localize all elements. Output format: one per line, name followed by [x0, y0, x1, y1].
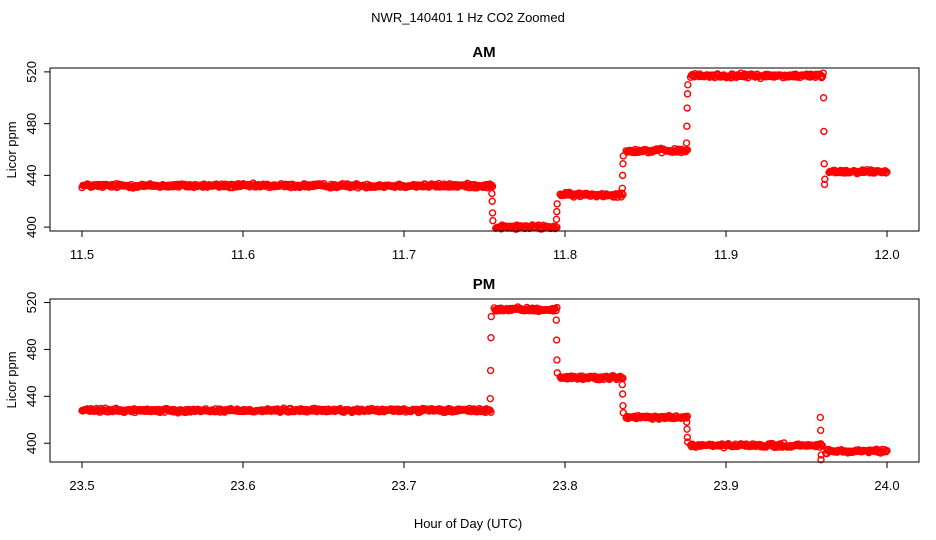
- data-point: [618, 171, 627, 180]
- data-point: [816, 426, 825, 435]
- x-tick-label: 23.9: [713, 478, 738, 493]
- y-tick-label: 440: [24, 385, 39, 407]
- am-panel-title: AM: [472, 44, 495, 61]
- data-point: [489, 216, 497, 225]
- data-point: [883, 168, 891, 176]
- data-point: [820, 127, 828, 136]
- x-tick-label: 11.7: [392, 247, 416, 262]
- data-point: [487, 334, 495, 342]
- figure-xlabel: Hour of Day (UTC): [414, 516, 522, 531]
- data-point: [818, 72, 827, 81]
- x-tick-label: 24.0: [874, 478, 899, 493]
- data-point: [552, 306, 560, 315]
- x-tick-label: 11.5: [70, 247, 94, 262]
- data-point: [553, 356, 561, 364]
- am-y-axis-label: Licor ppm: [4, 121, 19, 178]
- data-point: [618, 380, 627, 389]
- data-point: [553, 207, 561, 216]
- data-point: [619, 160, 627, 168]
- data-point: [681, 147, 690, 156]
- x-tick-label: 23.8: [552, 478, 577, 493]
- y-tick-label: 520: [24, 292, 39, 314]
- data-point: [552, 336, 561, 344]
- pm-y-axis: 400 440 480 520: [24, 292, 51, 454]
- data-point: [488, 189, 496, 198]
- data-point: [820, 160, 828, 168]
- data-point: [619, 152, 627, 160]
- pm-panel-title: PM: [473, 276, 496, 293]
- data-point: [552, 215, 561, 224]
- y-tick-label: 400: [24, 216, 39, 238]
- am-plot-frame: [49, 67, 920, 232]
- pm-panel: PM Licor ppm 23.5 23.6 23.7 23.8 23.9 24.0 40…: [4, 276, 920, 493]
- x-tick-label: 12.0: [874, 247, 899, 262]
- y-tick-label: 480: [24, 339, 39, 361]
- data-point: [553, 200, 561, 208]
- x-tick-label: 23.5: [69, 478, 94, 493]
- data-point: [882, 448, 890, 456]
- data-point: [619, 402, 627, 410]
- data-point: [553, 223, 561, 232]
- data-point: [684, 81, 692, 89]
- data-point: [820, 180, 829, 189]
- data-point: [819, 69, 827, 77]
- data-point: [488, 197, 496, 205]
- data-point: [683, 418, 691, 426]
- y-tick-label: 480: [24, 113, 39, 135]
- am-panel: AM Licor ppm 11.5 11.6 11.7 11.8 11.9 12.0 40…: [4, 44, 920, 262]
- data-point: [487, 408, 495, 416]
- data-point: [486, 394, 494, 403]
- y-tick-label: 440: [24, 165, 39, 187]
- data-point: [488, 182, 497, 191]
- data-point: [683, 146, 692, 154]
- data-point: [553, 303, 561, 312]
- data-point: [816, 413, 825, 422]
- x-tick-label: 23.6: [230, 478, 255, 493]
- am-data-points: [78, 69, 891, 233]
- x-tick-label: 11.6: [231, 247, 255, 262]
- data-point: [619, 409, 627, 417]
- x-tick-label: 23.7: [391, 478, 416, 493]
- pm-y-axis-label: Licor ppm: [4, 351, 19, 408]
- data-point: [683, 433, 692, 442]
- data-point: [683, 425, 691, 433]
- x-tick-label: 11.9: [714, 247, 738, 262]
- data-point: [883, 446, 891, 455]
- pm-x-axis: 23.5 23.6 23.7 23.8 23.9 24.0: [69, 461, 900, 493]
- data-point: [683, 438, 692, 446]
- data-point: [553, 369, 561, 377]
- y-tick-label: 400: [24, 432, 39, 454]
- y-tick-label: 520: [24, 61, 39, 83]
- data-point: [683, 122, 691, 130]
- data-point: [618, 184, 627, 193]
- data-point: [486, 366, 495, 375]
- data-point: [487, 312, 495, 321]
- figure-title: NWR_140401 1 Hz CO2 Zoomed: [371, 10, 565, 25]
- data-point: [488, 209, 497, 217]
- data-point: [552, 316, 561, 324]
- data-point: [817, 455, 825, 464]
- pm-data-points: [78, 303, 891, 464]
- data-point: [682, 139, 691, 147]
- data-point: [818, 441, 826, 449]
- data-point: [618, 390, 627, 398]
- data-point: [817, 451, 826, 459]
- data-point: [821, 175, 829, 183]
- pm-plot-frame: [49, 298, 920, 463]
- data-point: [683, 104, 691, 112]
- am-y-axis: 400 440 480 520: [24, 61, 51, 238]
- data-point: [819, 94, 828, 102]
- data-point: [683, 90, 692, 98]
- am-x-axis: 11.5 11.6 11.7 11.8 11.9 12.0: [70, 230, 900, 262]
- x-tick-label: 11.8: [553, 247, 577, 262]
- data-point: [818, 442, 827, 450]
